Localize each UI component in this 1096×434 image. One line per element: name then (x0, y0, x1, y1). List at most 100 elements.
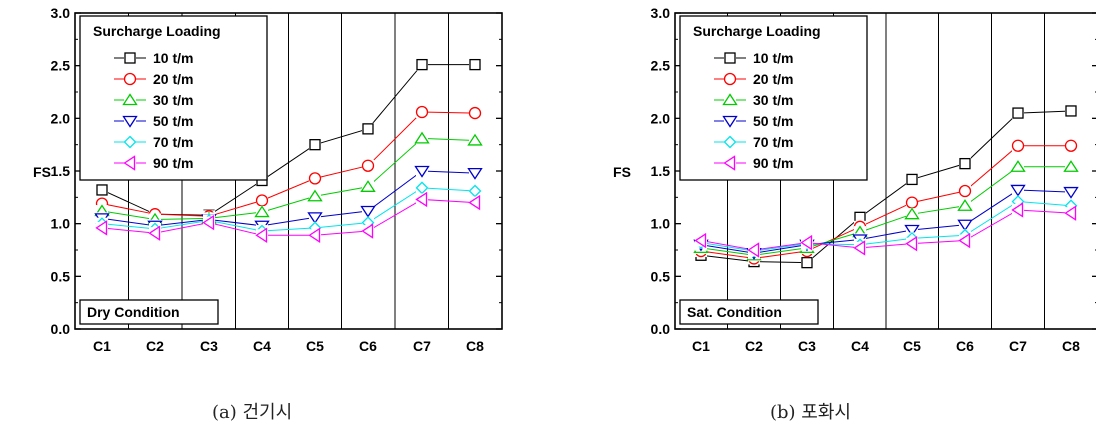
legend-swatch-bg (724, 136, 736, 148)
marker-background (469, 134, 481, 147)
x-tick-label: C1 (692, 338, 710, 354)
data-point (360, 205, 376, 218)
data-point (906, 173, 918, 186)
data-point (853, 240, 866, 256)
marker-background (416, 181, 428, 194)
chart-panel-1: 0.0 0.5 1.0 1.5 2.0 2.5 3.0 FS C1 C2 C3 C4 C5 C6 C7 C8 S… (33, 5, 503, 354)
data-point (801, 256, 813, 269)
marker-background (959, 199, 971, 212)
data-point (1010, 160, 1026, 172)
condition-label: Sat. Condition (687, 304, 782, 320)
marker-background (362, 159, 374, 172)
marker-background (1012, 183, 1024, 196)
data-point (96, 184, 108, 196)
marker-background (959, 234, 971, 247)
y-tick-label: 0.0 (651, 321, 671, 337)
data-point (415, 181, 429, 195)
x-tick-label: C7 (1009, 338, 1027, 354)
marker-background (416, 165, 428, 177)
legend-swatch-marker (123, 72, 137, 86)
marker-background (801, 236, 813, 249)
data-point (309, 139, 321, 151)
data-point (468, 184, 482, 198)
legend-box (79, 15, 268, 181)
data-point (254, 205, 270, 218)
y-tick-label: 2.0 (51, 110, 71, 126)
marker-background (149, 227, 161, 240)
data-point (800, 234, 813, 251)
data-point (1063, 186, 1079, 199)
data-point (148, 225, 161, 241)
data-point (468, 194, 481, 211)
data-point (361, 159, 375, 172)
marker-background (695, 234, 707, 247)
legend-entry-label: 30 t/m (753, 92, 793, 108)
data-point (308, 227, 321, 243)
condition-label-box (79, 299, 219, 325)
chart-panel-2: 0.0 0.5 1.0 1.5 2.0 2.5 3.0 FS C1 C2 C3 C4 C5 C6 C7 C8 S… (613, 5, 1096, 354)
legend-swatch-bg (124, 73, 136, 85)
marker-background (906, 196, 918, 209)
marker-background (309, 229, 321, 242)
data-point (308, 172, 322, 185)
marker-background (416, 106, 428, 119)
marker-background (906, 237, 918, 250)
x-tick-label: C8 (466, 338, 484, 354)
data-point (95, 220, 108, 236)
legend-swatch-marker (722, 93, 738, 106)
data-point (307, 189, 323, 202)
marker-background (469, 58, 481, 71)
data-point (694, 232, 707, 249)
marker-background (309, 211, 321, 224)
data-point (1063, 160, 1079, 172)
marker-background (309, 172, 321, 185)
legend-swatch-bg (724, 157, 736, 169)
caption-saturated: (b) 포화시 (770, 402, 851, 423)
series-line (101, 137, 476, 220)
series-line (700, 189, 1072, 254)
legend-swatch-marker (123, 135, 137, 149)
marker-background (1065, 104, 1077, 117)
marker-background (959, 185, 971, 198)
marker-background (854, 241, 866, 254)
x-tick-label: C2 (146, 338, 164, 354)
marker-background (362, 122, 374, 135)
x-tick-label: C7 (413, 338, 431, 354)
data-point (1011, 202, 1024, 218)
x-tick-label: C2 (745, 338, 763, 354)
legend-swatch-bg (124, 52, 136, 64)
caption-dry: (a) 건기시 (212, 402, 293, 423)
legend-title: Surcharge Loading (693, 23, 821, 39)
data-point (1064, 205, 1077, 221)
data-point (904, 224, 920, 237)
legend-swatch-bg (124, 157, 136, 169)
legend-swatch-bg (724, 73, 736, 85)
marker-background (309, 190, 321, 203)
legend-swatch-marker (123, 155, 136, 171)
series-line (700, 166, 1071, 256)
marker-background (1065, 160, 1077, 173)
legend-entry-label: 20 t/m (753, 71, 793, 87)
data-point (362, 123, 374, 135)
legend-entry-label: 50 t/m (753, 113, 793, 129)
legend-swatch-bg (724, 94, 736, 106)
data-point (414, 165, 430, 178)
data-point (467, 167, 483, 180)
legend-entry-label: 90 t/m (753, 155, 793, 171)
legend-swatch-bg (124, 94, 136, 106)
legend-swatch-marker (724, 52, 736, 64)
y-tick-label: 1.5 (651, 163, 671, 179)
data-point (1065, 105, 1077, 117)
data-point (957, 199, 973, 211)
marker-background (469, 185, 481, 198)
legend-box (679, 15, 868, 181)
marker-background (256, 194, 268, 207)
marker-background (362, 205, 374, 218)
marker-background (96, 221, 108, 234)
marker-background (906, 173, 918, 186)
marker-background (801, 256, 813, 269)
y-tick-label: 2.5 (651, 58, 671, 74)
data-point (1012, 107, 1024, 119)
data-point (1010, 184, 1026, 197)
